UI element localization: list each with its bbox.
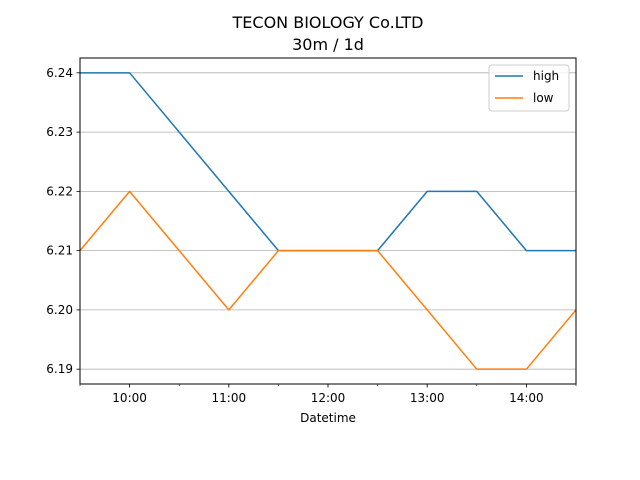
y-tick-label: 6.20 [46, 303, 73, 317]
x-tick-label: 12:00 [311, 391, 346, 405]
y-tick-label: 6.24 [46, 66, 73, 80]
y-tick-label: 6.22 [46, 184, 73, 198]
y-tick-label: 6.23 [46, 125, 73, 139]
chart-title: TECON BIOLOGY Co.LTD [232, 13, 424, 32]
series-layer [79, 72, 577, 370]
legend-label-high: high [533, 69, 559, 83]
y-tick-label: 6.19 [46, 362, 73, 376]
series-line-low [79, 190, 577, 370]
legend: high low [488, 64, 570, 112]
x-axis-label: Datetime [300, 411, 356, 425]
x-tick-label: 14:00 [509, 391, 544, 405]
x-axis-ticks: 10:00 11:00 12:00 13:00 14:00 [79, 384, 577, 405]
x-tick-label: 11:00 [212, 391, 247, 405]
x-tick-label: 10:00 [112, 391, 147, 405]
y-tick-label: 6.21 [46, 244, 73, 258]
legend-label-low: low [533, 91, 554, 105]
y-axis-ticks: 6.19 6.20 6.21 6.22 6.23 6.24 [46, 66, 80, 376]
chart-subtitle: 30m / 1d [292, 35, 364, 54]
x-tick-label: 13:00 [410, 391, 445, 405]
